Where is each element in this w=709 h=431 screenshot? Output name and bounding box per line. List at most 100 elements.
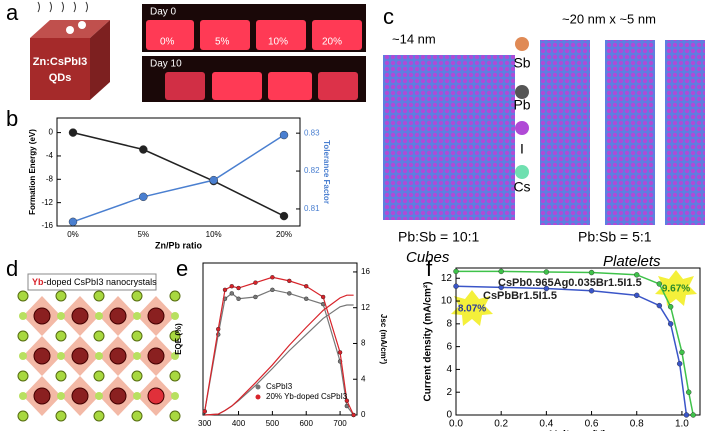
b-site bbox=[109, 347, 127, 365]
a-site bbox=[17, 370, 29, 382]
point bbox=[68, 128, 78, 137]
point bbox=[683, 412, 690, 418]
a-site bbox=[169, 290, 181, 302]
x-tick-label: 1.0 bbox=[675, 419, 689, 430]
b-site bbox=[109, 307, 127, 325]
panel-label: e bbox=[176, 256, 188, 281]
x-site bbox=[171, 392, 179, 400]
a-site bbox=[17, 410, 29, 422]
qd-cube: Zn:CsPbI3 QDs bbox=[30, 1, 110, 100]
x-site bbox=[133, 392, 141, 400]
y-tick-label: 0 bbox=[446, 410, 452, 421]
ratio-label: Pb:Sb = 10:1 bbox=[398, 229, 480, 245]
y-tick-label: 8 bbox=[446, 318, 452, 329]
size-label: ~20 nm x ~5 nm bbox=[562, 11, 656, 26]
photo-label: Day 0 bbox=[150, 7, 177, 18]
point bbox=[279, 211, 289, 221]
y2-tick-label: 0.81 bbox=[304, 204, 320, 213]
dopant: Yb bbox=[32, 277, 44, 287]
point bbox=[679, 349, 685, 356]
point bbox=[344, 398, 350, 403]
photo-label: Day 10 bbox=[150, 59, 182, 70]
b-site bbox=[33, 387, 51, 405]
point bbox=[588, 288, 595, 294]
point bbox=[304, 284, 309, 289]
point bbox=[253, 280, 258, 285]
x-site bbox=[57, 312, 65, 320]
point bbox=[498, 268, 504, 275]
sample-label: 10% bbox=[268, 37, 288, 48]
x-tick-label: 600 bbox=[300, 419, 314, 428]
a-site bbox=[17, 330, 29, 342]
point bbox=[216, 326, 221, 332]
point bbox=[690, 412, 696, 418]
x-site bbox=[57, 352, 65, 360]
a-site bbox=[131, 370, 143, 382]
b-site bbox=[71, 307, 89, 325]
qd-label: QDs bbox=[49, 72, 72, 84]
y-tick-label: 2 bbox=[446, 387, 452, 398]
platelet-lattice bbox=[665, 40, 705, 225]
point bbox=[676, 361, 683, 367]
y2-axis-label: Tolerance Factor bbox=[322, 140, 331, 204]
series-line bbox=[456, 270, 694, 416]
plot-frame bbox=[202, 262, 358, 416]
x-tick-label: 500 bbox=[266, 419, 280, 428]
x-axis-label: Wavelength (nm) bbox=[244, 429, 316, 431]
series-line bbox=[72, 131, 285, 217]
y2-tick-label: 16 bbox=[361, 267, 370, 276]
x-tick-label: 20% bbox=[276, 230, 292, 239]
star bbox=[655, 270, 697, 306]
sample-label: 20% bbox=[322, 37, 342, 48]
y2-tick-label: 8 bbox=[361, 339, 366, 348]
x-tick-label: 300 bbox=[198, 419, 212, 428]
x-site bbox=[171, 352, 179, 360]
y-tick-label: 10 bbox=[441, 296, 453, 307]
y-tick-label: -4 bbox=[46, 151, 54, 160]
a-site bbox=[131, 290, 143, 302]
legend-label: CsPbI3 bbox=[266, 382, 293, 391]
legend-label: CsPb0.965Ag0.035Br1.5I1.5 bbox=[498, 277, 642, 289]
legend-marker bbox=[255, 384, 261, 390]
x-tick-label: 0.0 bbox=[449, 419, 463, 430]
point bbox=[139, 192, 148, 202]
atom-label: Cs bbox=[513, 179, 530, 195]
y-axis-label: EQE (%) bbox=[174, 323, 183, 355]
b-site bbox=[71, 387, 89, 405]
plot-frame bbox=[56, 117, 301, 227]
x-tick-label: 400 bbox=[232, 419, 246, 428]
point bbox=[667, 321, 674, 327]
panel-label: d bbox=[6, 256, 18, 281]
panel-label: f bbox=[426, 256, 433, 281]
series-line bbox=[455, 285, 688, 416]
b-site bbox=[109, 387, 127, 405]
a-site bbox=[93, 290, 105, 302]
b-site bbox=[147, 347, 165, 365]
point bbox=[236, 296, 241, 301]
a-site bbox=[55, 330, 67, 342]
point bbox=[634, 292, 640, 299]
point bbox=[656, 281, 663, 287]
size-label: ~14 nm bbox=[392, 31, 436, 46]
b-site bbox=[147, 307, 165, 325]
legend-label: CsPbBr1.5I1.5 bbox=[483, 290, 557, 302]
star bbox=[451, 290, 493, 326]
platelet-lattice bbox=[540, 40, 590, 225]
annotation: 9.67% bbox=[662, 284, 690, 295]
panel-label: b bbox=[6, 106, 18, 131]
crystal-diagram bbox=[17, 290, 181, 422]
annotation: 8.07% bbox=[458, 304, 486, 315]
x-axis-label: Voltage (V) bbox=[550, 429, 607, 431]
point bbox=[588, 269, 595, 276]
a-site bbox=[55, 370, 67, 382]
panel-label: c bbox=[383, 4, 394, 29]
sample-label: 5% bbox=[215, 37, 230, 48]
point bbox=[543, 285, 550, 292]
point bbox=[686, 389, 692, 395]
a-site bbox=[55, 410, 67, 422]
y2-tick-label: 0 bbox=[361, 410, 366, 419]
b-site bbox=[33, 347, 51, 365]
sample-label: 0% bbox=[160, 37, 175, 48]
y-axis-label: Current density (mA/cm²) bbox=[423, 281, 434, 401]
point bbox=[498, 284, 504, 291]
